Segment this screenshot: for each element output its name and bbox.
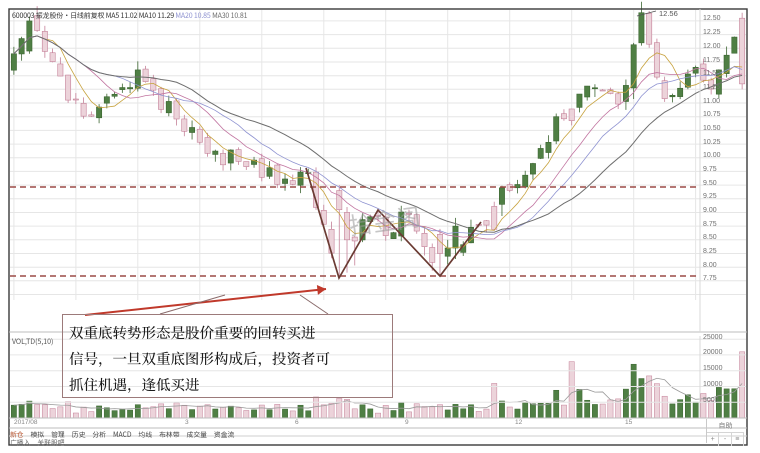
svg-text:拾金阁: 拾金阁 [346,197,422,242]
